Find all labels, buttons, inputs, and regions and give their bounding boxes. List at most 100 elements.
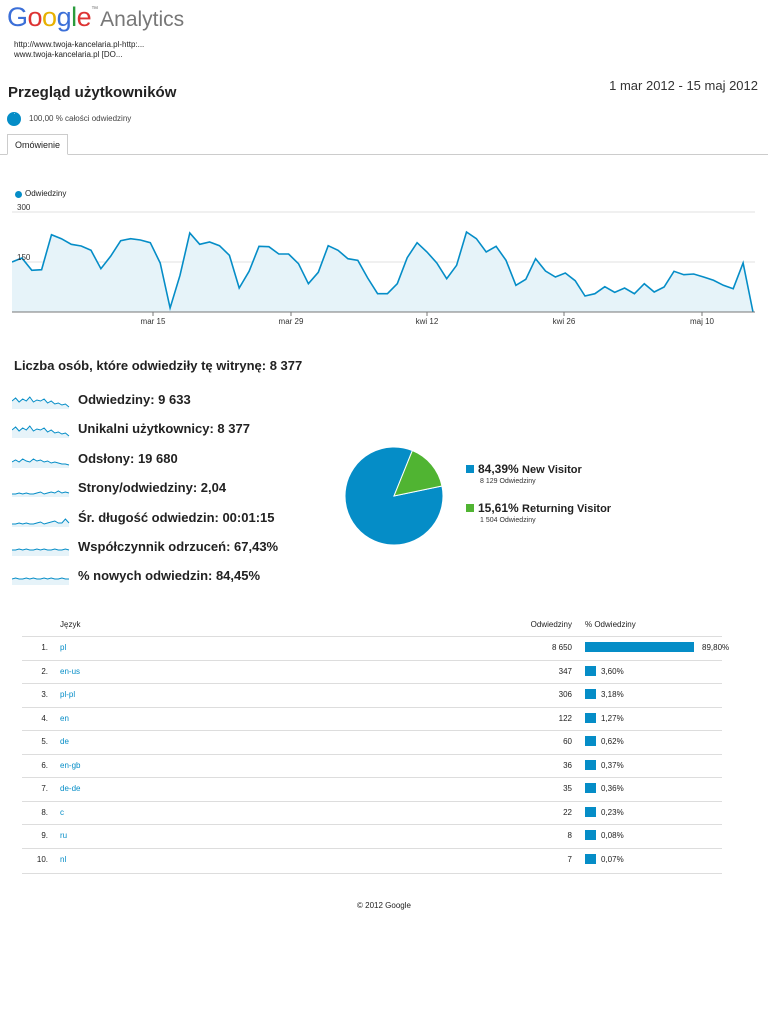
visits-value: 60 bbox=[563, 737, 572, 746]
y-tick-label: 150 bbox=[17, 253, 31, 262]
language-link[interactable]: en-us bbox=[60, 666, 81, 676]
sparkline-area bbox=[12, 426, 69, 438]
segment-pie-icon bbox=[7, 112, 21, 126]
visits-value: 8 650 bbox=[551, 643, 572, 652]
visitor-type-pie bbox=[344, 446, 444, 546]
language-link[interactable]: en bbox=[60, 713, 69, 723]
language-link[interactable]: de-de bbox=[60, 784, 81, 793]
table-bottom-border bbox=[22, 873, 722, 874]
visits-line-chart: 300 150 mar 15 mar 29 kwi 12 kwi 26 maj 10 bbox=[12, 203, 755, 326]
metric-label: Śr. długość odwiedzin: 00:01:15 bbox=[78, 510, 275, 525]
percent-value: 0,23% bbox=[601, 807, 624, 817]
pie-slice bbox=[393, 449, 443, 497]
slice-name: Returning Visitor bbox=[522, 503, 612, 515]
legend-dot-icon bbox=[15, 191, 22, 198]
percent-bar bbox=[585, 759, 596, 770]
row-rank: 4. bbox=[41, 713, 48, 723]
metric-label: Odwiedziny: 9 633 bbox=[78, 392, 191, 407]
language-link[interactable]: pl-pl bbox=[60, 690, 76, 699]
x-tick-label: mar 29 bbox=[279, 317, 304, 326]
table-row: 5. de 60 0,62% bbox=[22, 730, 722, 754]
percent-bar bbox=[585, 853, 596, 864]
legend-swatch bbox=[466, 504, 474, 512]
row-rank: 5. bbox=[41, 737, 48, 746]
percent-bar bbox=[585, 806, 596, 817]
language-link[interactable]: en-gb bbox=[60, 760, 81, 770]
table-row: 8. c 22 0,23% bbox=[22, 800, 722, 825]
x-tick-label: maj 10 bbox=[690, 317, 715, 326]
table-row: 1. pl 8 650 89,80% bbox=[22, 636, 729, 660]
slice-visits: 1 504 Odwiedziny bbox=[480, 517, 536, 524]
percent-value: 3,60% bbox=[601, 666, 624, 676]
col-header-pct: % Odwiedziny bbox=[585, 620, 636, 629]
x-tick-label: kwi 26 bbox=[553, 317, 576, 326]
date-range[interactable]: 1 mar 2012 - 15 maj 2012 bbox=[609, 78, 758, 93]
sparkline-line bbox=[12, 396, 70, 408]
sparkline-icon bbox=[12, 548, 70, 556]
metric-label: Odsłony: 19 680 bbox=[78, 451, 178, 466]
metric-label: Strony/odwiedziny: 2,04 bbox=[78, 480, 227, 495]
analytics-wordmark: Analytics bbox=[100, 8, 185, 31]
sparkline-line bbox=[12, 518, 70, 525]
language-link[interactable]: nl bbox=[60, 854, 67, 864]
table-row: 9. ru 8 0,08% bbox=[22, 824, 722, 848]
language-link[interactable]: de bbox=[60, 737, 69, 746]
row-rank: 3. bbox=[41, 690, 48, 699]
row-rank: 7. bbox=[41, 784, 48, 793]
segment-label: 100,00 % całości odwiedziny bbox=[29, 114, 132, 123]
sparkline-icon bbox=[12, 577, 69, 585]
x-tick-label: kwi 12 bbox=[416, 317, 439, 326]
slice-percent: 84,39% bbox=[478, 462, 519, 476]
percent-bar bbox=[585, 736, 596, 746]
row-rank: 2. bbox=[41, 666, 48, 676]
visits-area bbox=[12, 232, 753, 312]
y-tick-label: 300 bbox=[17, 203, 31, 212]
visits-value: 36 bbox=[563, 760, 572, 770]
google-wordmark: Google bbox=[7, 2, 92, 32]
percent-value: 3,18% bbox=[601, 690, 624, 699]
percent-bar bbox=[585, 830, 596, 840]
percent-value: 0,62% bbox=[601, 737, 624, 746]
tab-overview[interactable]: Omówienie bbox=[7, 134, 69, 155]
metric-label: Unikalni użytkownicy: 8 377 bbox=[78, 421, 250, 436]
table-row: 3. pl-pl 306 3,18% bbox=[22, 683, 722, 707]
table-row: 7. de-de 35 0,36% bbox=[22, 777, 722, 801]
metric-label: Współczynnik odrzuceń: 67,43% bbox=[78, 539, 279, 554]
percent-bar bbox=[585, 712, 596, 723]
sparkline-line bbox=[12, 458, 70, 466]
language-link[interactable]: pl bbox=[60, 643, 67, 652]
percent-bar bbox=[585, 642, 694, 652]
language-link[interactable]: ru bbox=[60, 831, 68, 840]
sparkline-icon bbox=[12, 490, 70, 497]
google-analytics-logo: Google™Analytics bbox=[7, 2, 185, 32]
row-rank: 8. bbox=[41, 807, 48, 817]
legend-swatch bbox=[466, 465, 474, 473]
col-header-visits: Odwiedziny bbox=[530, 620, 572, 629]
slice-name: New Visitor bbox=[522, 464, 582, 476]
legend-label: Odwiedziny bbox=[25, 189, 67, 198]
tab-divider bbox=[0, 154, 768, 155]
language-link[interactable]: c bbox=[60, 807, 64, 817]
site-profile: www.twoja-kancelaria.pl [DO... bbox=[14, 50, 123, 59]
table-row: 4. en 122 1,27% bbox=[22, 706, 722, 731]
sparkline-area bbox=[12, 519, 69, 527]
percent-value: 0,36% bbox=[601, 784, 624, 793]
visits-value: 122 bbox=[558, 713, 572, 723]
footer-copyright: © 2012 Google bbox=[357, 901, 411, 910]
sparkline-area bbox=[12, 491, 69, 497]
sparkline-icon bbox=[12, 425, 70, 438]
row-rank: 10. bbox=[36, 854, 48, 864]
visits-line bbox=[12, 230, 754, 313]
percent-bar bbox=[585, 665, 596, 676]
visits-value: 35 bbox=[563, 784, 572, 793]
visits-value: 22 bbox=[563, 807, 572, 817]
pie-legend-label: 84,39% New Visitor bbox=[478, 462, 582, 476]
visits-value: 7 bbox=[567, 854, 572, 864]
percent-value: 89,80% bbox=[702, 643, 730, 652]
percent-bar bbox=[585, 783, 596, 793]
sparkline-area bbox=[12, 549, 69, 556]
sparkline-area bbox=[12, 397, 69, 409]
percent-value: 0,37% bbox=[601, 760, 624, 770]
row-rank: 1. bbox=[41, 643, 48, 652]
slice-percent: 15,61% bbox=[478, 501, 519, 515]
